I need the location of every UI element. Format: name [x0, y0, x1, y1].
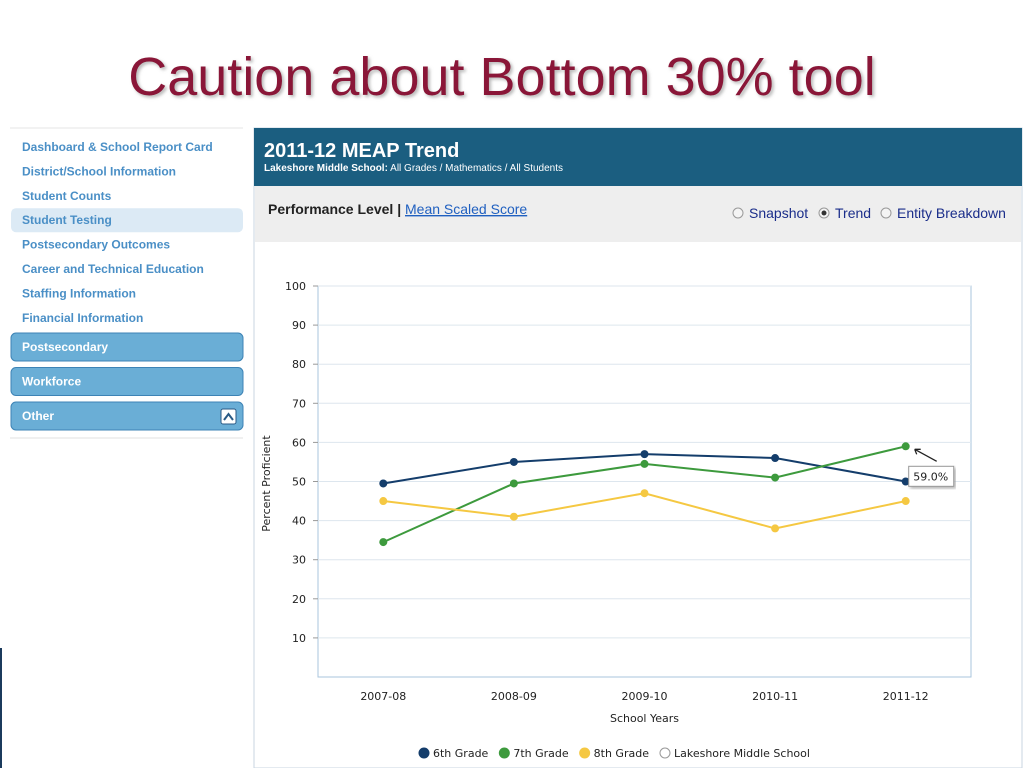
sidebar-link[interactable]: Staffing Information — [22, 286, 136, 300]
x-tick-label: 2011-12 — [883, 690, 929, 703]
y-tick-label: 70 — [292, 397, 306, 410]
section-button[interactable] — [10, 401, 244, 431]
section-button[interactable] — [10, 367, 244, 396]
data-point[interactable] — [771, 473, 780, 482]
y-axis-label: Percent Proficient — [260, 435, 273, 532]
section-button[interactable] — [10, 332, 244, 362]
slide-title: Caution about Bottom 30% tool — [128, 47, 875, 107]
sidebar-link[interactable]: Dashboard & School Report Card — [22, 140, 213, 154]
data-point[interactable] — [509, 457, 518, 466]
data-point[interactable] — [640, 450, 649, 459]
x-axis-label: School Years — [610, 712, 679, 725]
y-tick-label: 50 — [292, 476, 306, 489]
x-tick-label: 2007-08 — [360, 690, 406, 703]
y-tick-label: 30 — [292, 554, 306, 567]
legend-label: Lakeshore Middle School — [674, 747, 810, 760]
x-tick-label: 2009-10 — [622, 690, 668, 703]
legend-marker — [418, 747, 430, 759]
radio-label: Snapshot — [749, 205, 808, 221]
legend-marker — [498, 747, 510, 759]
chart: 10 20 30 40 50 60 70 80 90 100 Percent Proficient S… — [260, 280, 972, 760]
x-tick-label: 2010-11 — [752, 690, 798, 703]
section-label: Workforce — [22, 375, 81, 389]
y-tick-label: 10 — [292, 632, 306, 645]
data-point[interactable] — [640, 459, 649, 468]
selected-bg — [11, 208, 243, 233]
legend-marker — [579, 747, 591, 759]
sidebar-link[interactable]: District/School Information — [22, 164, 176, 178]
section-label: Postsecondary — [22, 340, 108, 354]
data-point[interactable] — [901, 442, 910, 451]
tab-link[interactable]: Mean Scaled Score — [405, 201, 527, 217]
y-tick-label: 100 — [285, 280, 306, 293]
data-point[interactable] — [771, 524, 780, 533]
filters: All Grades / Mathematics / All Students — [390, 163, 563, 174]
y-tick-label: 90 — [292, 319, 306, 332]
data-point[interactable] — [901, 497, 910, 506]
legend-label: 7th Grade — [513, 747, 569, 760]
radio-label: Trend — [835, 205, 871, 221]
x-tick-label: 2008-09 — [491, 690, 537, 703]
sidebar-link[interactable]: Student Counts — [22, 189, 112, 203]
sidebar: Dashboard & School Report Card District/S… — [10, 127, 244, 439]
collapse-arrow — [223, 412, 234, 421]
panel-title: 2011-12 MEAP Trend — [264, 140, 459, 162]
sidebar-link[interactable]: Student Testing — [22, 213, 112, 227]
data-point[interactable] — [379, 497, 388, 506]
panel-header — [254, 128, 1022, 186]
data-point[interactable] — [379, 538, 388, 547]
toolbar — [255, 186, 1021, 242]
radio-dot — [821, 210, 827, 216]
data-point[interactable] — [901, 477, 910, 486]
tooltip — [908, 465, 955, 487]
school-name: Lakeshore Middle School: — [264, 163, 388, 174]
legend-label: 6th Grade — [433, 747, 489, 760]
data-point[interactable] — [509, 479, 518, 488]
data-point[interactable] — [771, 454, 780, 463]
y-tick-label: 20 — [292, 593, 306, 606]
data-point[interactable] — [640, 489, 649, 498]
y-tick-label: 60 — [292, 436, 306, 449]
tab-active: Performance Level — [268, 201, 393, 217]
sidebar-link[interactable]: Financial Information — [22, 311, 143, 325]
tooltip-arrow — [914, 448, 938, 462]
y-tick-label: 80 — [292, 358, 306, 371]
radio[interactable] — [880, 207, 892, 219]
legend-label: 8th Grade — [594, 747, 650, 760]
radio[interactable] — [732, 207, 744, 219]
collapse-icon[interactable] — [220, 408, 237, 425]
sidebar-link[interactable]: Postsecondary Outcomes — [22, 238, 170, 252]
tab-separator: | — [397, 201, 401, 217]
data-point[interactable] — [509, 512, 518, 521]
y-tick-label: 40 — [292, 515, 306, 528]
data-point[interactable] — [379, 479, 388, 488]
section-label: Other — [22, 409, 54, 423]
panel-subtitle: Lakeshore Middle School: All Grades / Ma… — [264, 163, 563, 174]
sidebar-link[interactable]: Career and Technical Education — [22, 262, 204, 276]
legend-marker — [659, 747, 671, 759]
tooltip-label: 59.0% — [913, 470, 948, 483]
radio-label: Entity Breakdown — [897, 205, 1006, 221]
view-options: Snapshot Trend Entity Breakdown — [732, 205, 1006, 221]
tabs: Performance Level | Mean Scaled Score — [268, 201, 527, 217]
